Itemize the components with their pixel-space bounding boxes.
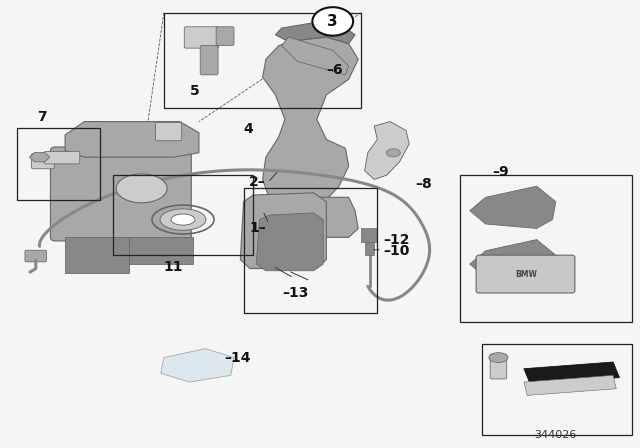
Text: –10: –10 xyxy=(384,244,410,258)
FancyBboxPatch shape xyxy=(156,122,182,141)
Bar xyxy=(113,175,253,255)
Polygon shape xyxy=(241,193,326,268)
Bar xyxy=(164,13,362,108)
FancyBboxPatch shape xyxy=(51,147,191,241)
Polygon shape xyxy=(262,37,358,206)
Polygon shape xyxy=(256,213,323,271)
Bar xyxy=(65,237,129,273)
Text: 11: 11 xyxy=(164,260,183,274)
FancyBboxPatch shape xyxy=(25,250,47,262)
Bar xyxy=(483,344,632,435)
FancyBboxPatch shape xyxy=(44,151,80,164)
Text: 344026: 344026 xyxy=(534,430,577,440)
Text: 5: 5 xyxy=(189,84,199,98)
Ellipse shape xyxy=(387,149,400,157)
FancyBboxPatch shape xyxy=(31,154,54,169)
Text: 1–: 1– xyxy=(249,221,266,236)
Text: 2–: 2– xyxy=(249,175,266,189)
Ellipse shape xyxy=(116,174,167,203)
Text: –14: –14 xyxy=(225,351,251,365)
Bar xyxy=(362,228,378,242)
Polygon shape xyxy=(524,375,616,396)
Text: 3: 3 xyxy=(328,14,338,29)
Polygon shape xyxy=(65,121,199,157)
Ellipse shape xyxy=(171,214,195,225)
Text: 4: 4 xyxy=(244,121,253,136)
Polygon shape xyxy=(365,121,409,180)
Bar xyxy=(129,237,193,264)
Polygon shape xyxy=(524,362,620,384)
Polygon shape xyxy=(470,240,556,282)
Polygon shape xyxy=(275,23,355,44)
Text: –6: –6 xyxy=(326,64,343,78)
Text: –9: –9 xyxy=(492,165,509,180)
Polygon shape xyxy=(161,349,234,382)
Text: 7: 7 xyxy=(36,110,46,124)
Polygon shape xyxy=(29,153,50,162)
Text: –12: –12 xyxy=(384,233,410,246)
Polygon shape xyxy=(259,197,358,237)
Ellipse shape xyxy=(489,353,508,362)
Ellipse shape xyxy=(160,209,206,230)
FancyBboxPatch shape xyxy=(490,354,507,379)
Bar xyxy=(365,242,374,255)
FancyBboxPatch shape xyxy=(184,27,219,48)
FancyBboxPatch shape xyxy=(476,255,575,293)
Text: BMW: BMW xyxy=(515,270,537,279)
Bar xyxy=(17,128,100,199)
FancyBboxPatch shape xyxy=(216,27,234,45)
Polygon shape xyxy=(470,186,556,228)
Text: –13: –13 xyxy=(282,286,308,300)
FancyBboxPatch shape xyxy=(200,45,218,75)
Circle shape xyxy=(312,7,353,36)
Bar xyxy=(460,175,632,322)
Polygon shape xyxy=(282,37,349,75)
Text: –8: –8 xyxy=(415,177,433,191)
Bar xyxy=(244,188,378,313)
